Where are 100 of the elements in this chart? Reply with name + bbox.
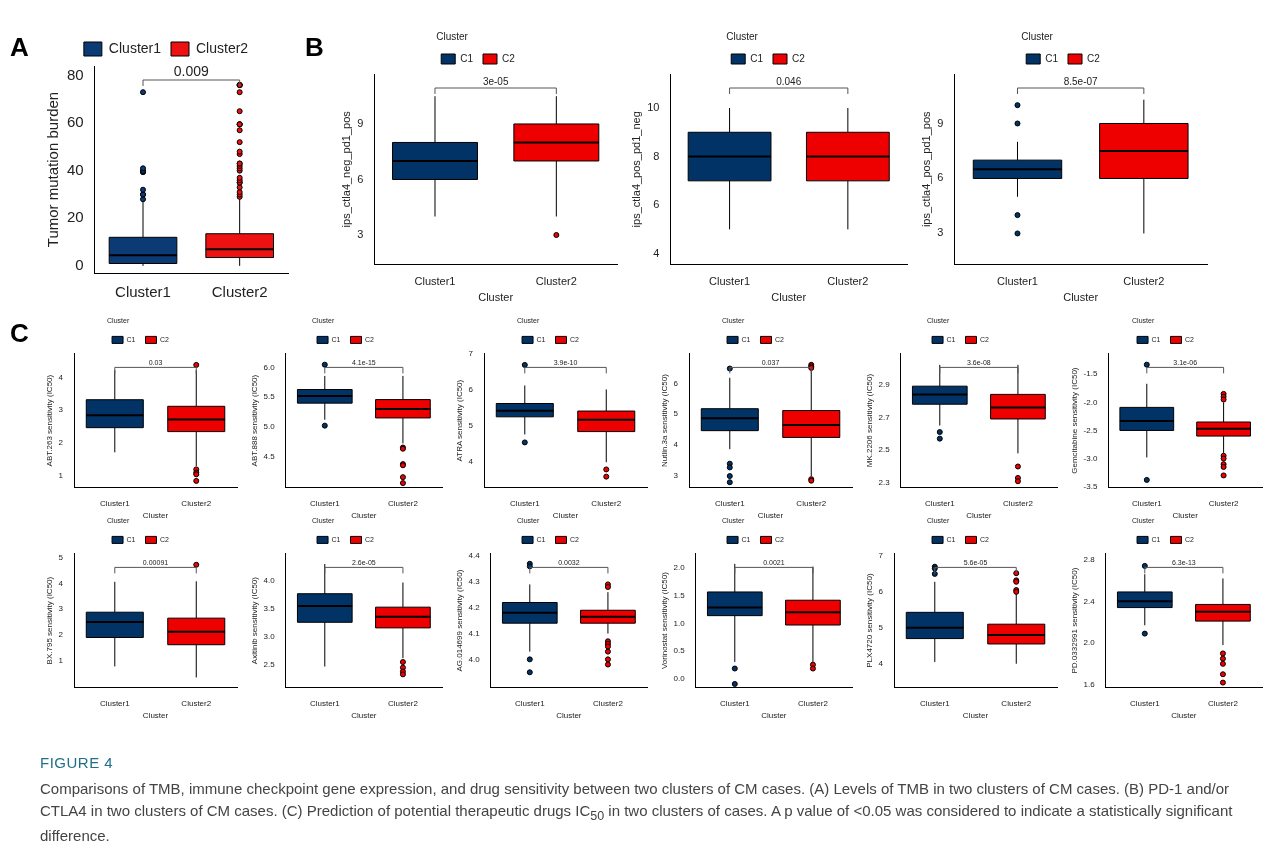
y-tick-label: 1.5 — [673, 591, 686, 601]
legend-title: Cluster — [436, 30, 469, 42]
y-tick-label: 4 — [468, 457, 474, 467]
x-axis-title: Cluster — [1063, 291, 1099, 304]
y-tick-label: 2.7 — [878, 412, 891, 422]
y-tick-label: 7 — [878, 551, 884, 561]
x-axis-title: Cluster — [962, 711, 989, 721]
legend-label: Cluster1 — [108, 39, 162, 56]
y-tick-label: 1 — [58, 655, 64, 665]
x-tick-label: Cluster1 — [1131, 498, 1163, 508]
y-tick-label: 6 — [937, 171, 944, 184]
x-axis-title: Cluster — [478, 291, 514, 304]
y-tick-label: 3 — [58, 405, 64, 415]
annotation: 8.5e-07 — [1063, 75, 1099, 87]
y-tick-label: 2.0 — [1083, 638, 1096, 648]
x-tick-label: Cluster2 — [593, 698, 624, 708]
y-tick-label: 5.0 — [263, 422, 276, 432]
legend-title: Cluster — [1021, 30, 1054, 42]
y-tick-label: 4 — [673, 440, 679, 450]
x-axis-title: Cluster — [351, 511, 377, 521]
y-tick-label: 4 — [58, 372, 64, 382]
x-tick-label: Cluster1 — [1129, 698, 1161, 708]
y-tick-label: 6 — [673, 378, 679, 388]
legend-label: C1 — [460, 52, 474, 64]
x-tick-label: Cluster1 — [309, 698, 341, 708]
y-tick-label: 5.5 — [263, 392, 276, 402]
y-tick-label: 2.5 — [878, 445, 891, 455]
x-tick-label: Cluster1 — [997, 275, 1038, 288]
y-axis-title: Tumor mutation burden — [44, 91, 62, 248]
y-tick-label: 3 — [58, 604, 64, 614]
y-tick-label: 7 — [468, 349, 474, 359]
y-tick-label: 4.4 — [468, 551, 481, 561]
y-tick-label: 1 — [58, 471, 64, 481]
y-tick-label: 9 — [357, 116, 364, 129]
y-tick-label: -3.0 — [1083, 453, 1098, 463]
x-tick-label: Cluster2 — [1208, 698, 1239, 708]
y-tick-label: -3.5 — [1083, 481, 1098, 491]
y-tick-label: 3.0 — [263, 632, 276, 642]
x-axis-title: Cluster — [1171, 711, 1197, 721]
y-tick-label: 60 — [67, 113, 84, 131]
y-tick-label: 2.9 — [878, 379, 891, 389]
y-tick-label: 2.5 — [263, 660, 276, 670]
y-tick-label: 4.1 — [468, 628, 481, 638]
y-axis-title: BX.795 sensitivity (IC50) — [45, 576, 54, 665]
y-tick-label: 6.0 — [263, 362, 276, 372]
y-tick-label: -2.5 — [1083, 425, 1098, 435]
x-tick-label: Cluster2 — [827, 275, 869, 288]
y-tick-label: 5 — [878, 622, 884, 632]
y-tick-label: 2 — [58, 438, 64, 448]
annotation: 0.009 — [173, 62, 210, 79]
legend-label: C2 — [792, 52, 806, 64]
y-tick-label: 4.0 — [263, 576, 276, 586]
x-axis-title: Cluster — [761, 711, 787, 721]
x-tick-label: Cluster2 — [388, 698, 419, 708]
x-axis-title: Cluster — [556, 711, 582, 721]
y-axis-title: Gemcitabine sensitivity (IC50) — [1070, 367, 1079, 474]
y-tick-label: 8 — [653, 149, 660, 162]
x-tick-label: Cluster1 — [714, 498, 746, 508]
y-tick-label: 4.5 — [263, 451, 276, 461]
y-tick-label: 80 — [67, 65, 84, 83]
y-tick-label: 9 — [937, 116, 944, 129]
x-tick-label: Cluster1 — [99, 698, 131, 708]
caption: FIGURE 4 — [40, 753, 115, 773]
y-tick-label: -2.0 — [1083, 397, 1098, 407]
chart-title: A — [10, 32, 29, 63]
y-axis-title: Nutlin.3a sensitivity (IC50) — [660, 373, 669, 468]
x-axis-title: Cluster — [351, 711, 377, 721]
x-tick-label: Cluster2 — [388, 498, 419, 508]
y-axis-title: ips_ctla4_pos_pd1_neg — [629, 111, 642, 228]
y-tick-label: 6 — [878, 587, 884, 597]
y-tick-label: 0 — [75, 256, 84, 273]
x-tick-label: Cluster2 — [1003, 498, 1034, 508]
x-tick-label: Cluster2 — [181, 498, 212, 508]
y-axis-title: ABT.263 sensitivity (IC50) — [45, 374, 54, 467]
y-tick-label: 40 — [67, 160, 84, 178]
x-tick-label: Cluster2 — [1001, 698, 1032, 708]
x-tick-label: Cluster2 — [211, 283, 268, 301]
y-tick-label: 4 — [58, 578, 64, 588]
y-axis-title: ips_ctla4_pos_pd1_pos — [919, 111, 932, 228]
legend-label: Cluster2 — [196, 39, 249, 56]
x-tick-label: Cluster1 — [919, 698, 951, 708]
y-tick-label: 0.5 — [673, 646, 686, 656]
x-tick-label: Cluster2 — [535, 275, 577, 288]
y-axis-title: MK.2206 sensitivity (IC50) — [865, 373, 874, 468]
x-axis-title: Cluster — [771, 291, 807, 304]
annotation: 3e-05 — [482, 75, 509, 87]
y-tick-label: 6 — [468, 385, 474, 395]
x-tick-label: Cluster1 — [309, 498, 341, 508]
y-axis-title: ips_ctla4_neg_pd1_pos — [339, 110, 352, 228]
y-tick-label: 6 — [653, 198, 660, 211]
y-tick-label: 4.2 — [468, 602, 481, 612]
x-tick-label: Cluster2 — [1123, 275, 1165, 288]
y-tick-label: 1.0 — [673, 618, 686, 628]
x-axis-title: Cluster — [966, 511, 992, 521]
y-tick-label: 2.0 — [673, 563, 686, 573]
x-axis-title: Cluster — [757, 511, 784, 521]
x-tick-label: Cluster2 — [181, 698, 212, 708]
y-tick-label: 2.3 — [878, 478, 891, 488]
y-axis-title: PD.0332991 sensitivity (IC50) — [1070, 567, 1079, 674]
x-tick-label: Cluster1 — [719, 698, 751, 708]
